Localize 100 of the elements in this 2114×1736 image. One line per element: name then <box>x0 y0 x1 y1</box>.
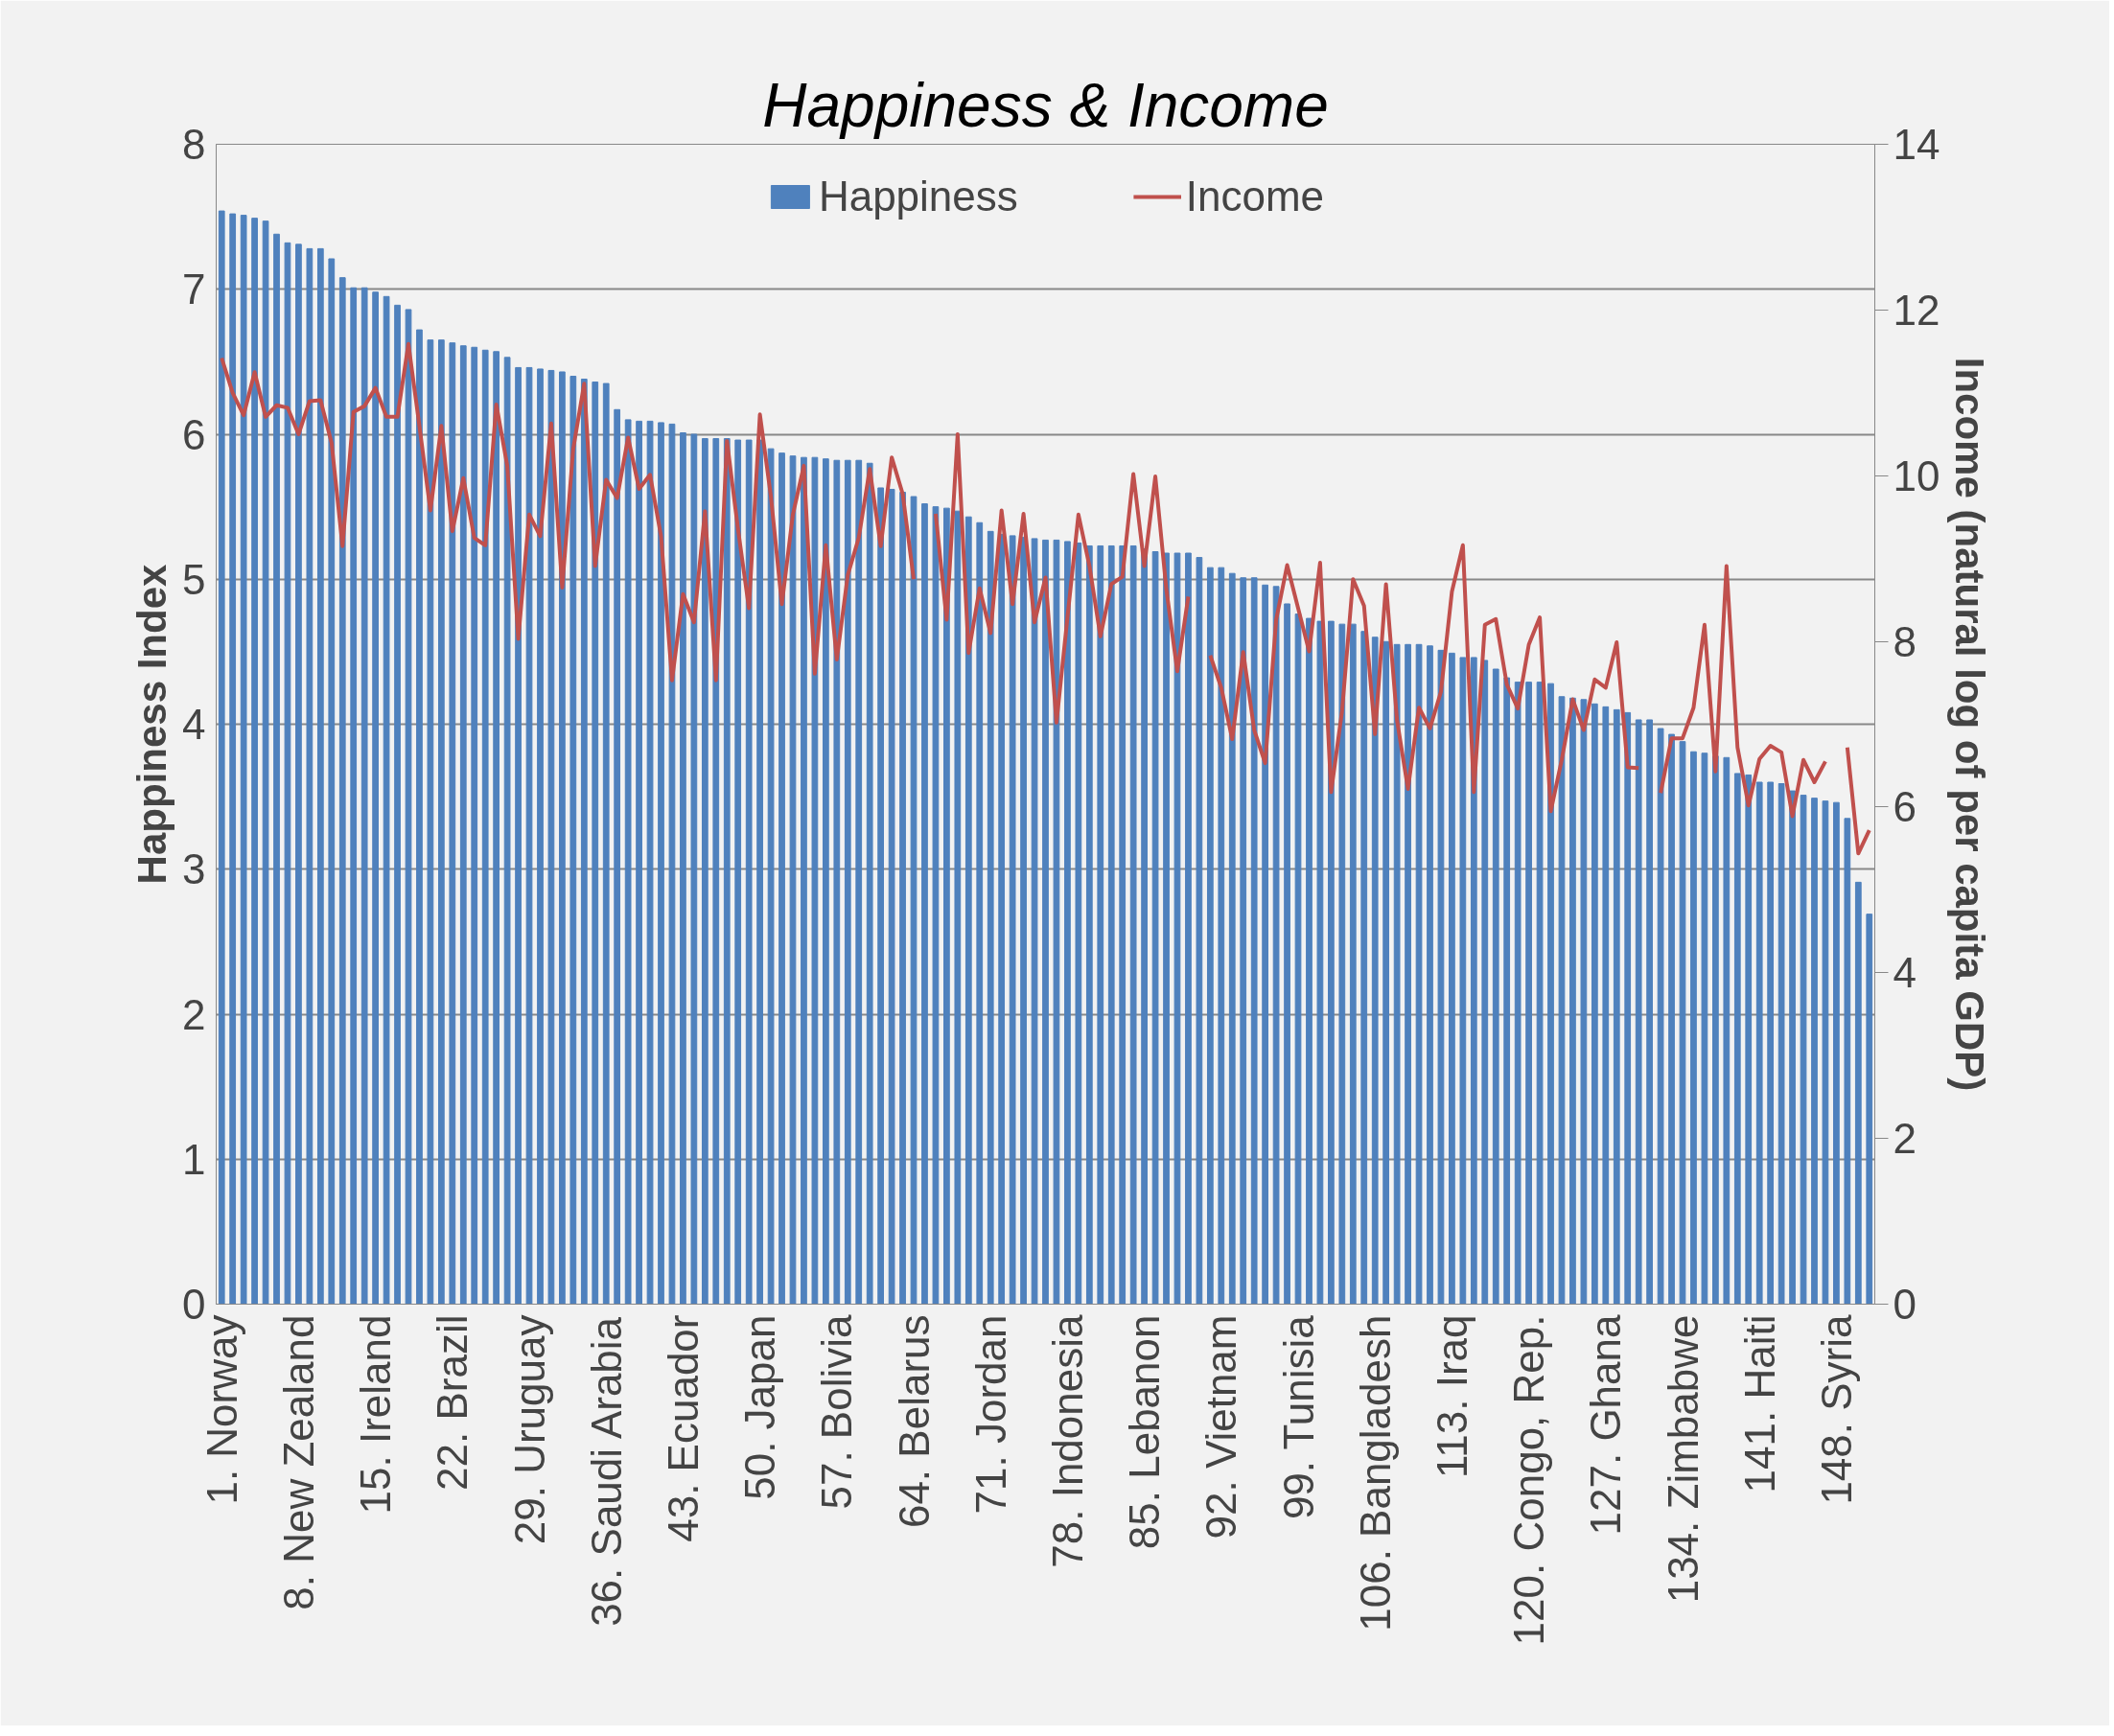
bar <box>910 496 918 1305</box>
bar <box>899 492 906 1305</box>
bar <box>1272 586 1280 1305</box>
bar <box>1294 613 1302 1305</box>
bar <box>350 287 358 1305</box>
bar <box>964 516 972 1305</box>
y-tick-label: 2 <box>182 990 206 1038</box>
bar <box>383 295 390 1305</box>
bar <box>1415 643 1423 1305</box>
bar <box>646 420 654 1305</box>
bar <box>1206 567 1214 1305</box>
x-tick-label: 148. Syria <box>1812 1313 1860 1505</box>
bar <box>218 210 225 1305</box>
bar <box>360 287 368 1305</box>
bar <box>537 368 544 1305</box>
bar <box>1800 795 1807 1305</box>
bar <box>1767 781 1775 1305</box>
bar <box>1690 751 1697 1305</box>
y2-tick-label: 8 <box>1893 617 1917 665</box>
x-tick-label: 106. Bangladesh <box>1351 1314 1399 1632</box>
bar <box>987 530 994 1305</box>
bar <box>701 438 709 1305</box>
bar <box>888 488 895 1305</box>
bar <box>1481 660 1489 1305</box>
bar <box>1646 719 1653 1305</box>
bar <box>1009 535 1016 1305</box>
bar <box>1349 623 1357 1305</box>
x-tick-label: 15. Ireland <box>352 1314 400 1515</box>
x-tick-label: 92. Vietnam <box>1197 1314 1245 1539</box>
x-tick-label: 127. Ghana <box>1582 1313 1630 1536</box>
bar <box>1306 617 1313 1305</box>
bar <box>559 371 566 1305</box>
bar <box>668 423 676 1305</box>
bar <box>240 215 247 1305</box>
bar <box>459 345 467 1305</box>
x-tick-label: 36. Saudi Arabia <box>582 1316 630 1627</box>
bar <box>624 419 632 1305</box>
bar <box>1316 620 1324 1305</box>
bar <box>1854 881 1862 1305</box>
bar <box>1097 544 1104 1305</box>
bar <box>547 369 555 1305</box>
bar <box>481 349 489 1305</box>
bar <box>1679 741 1686 1305</box>
bar <box>592 382 599 1305</box>
bar <box>1382 640 1390 1305</box>
bar <box>262 220 269 1305</box>
bar <box>954 510 962 1305</box>
y-tick-label: 3 <box>182 845 206 893</box>
bar <box>1723 756 1731 1305</box>
bar <box>1580 699 1588 1305</box>
x-tick-label: 113. Iraq <box>1428 1314 1475 1478</box>
bar <box>976 521 984 1305</box>
bar <box>394 304 401 1305</box>
bar <box>1338 623 1346 1305</box>
y2-tick-label: 14 <box>1893 121 1940 168</box>
bar <box>1536 682 1544 1305</box>
bar <box>1459 657 1467 1305</box>
bar <box>1635 719 1642 1305</box>
bar <box>1668 733 1675 1305</box>
bar <box>1745 774 1753 1305</box>
bar <box>1360 631 1368 1305</box>
bar <box>1328 620 1335 1305</box>
x-tick-label: 85. Lebanon <box>1121 1314 1169 1550</box>
bar <box>1701 752 1708 1305</box>
bar <box>811 456 819 1305</box>
x-tick-label: 134. Zimbabwe <box>1659 1314 1707 1604</box>
bar <box>1602 706 1610 1305</box>
bar <box>515 366 522 1305</box>
bar <box>801 456 807 1305</box>
bar <box>1250 577 1258 1305</box>
bar <box>1449 652 1455 1305</box>
y2-tick-label: 12 <box>1893 286 1940 334</box>
bar <box>1844 818 1851 1305</box>
bar <box>251 218 258 1305</box>
y2-tick-label: 10 <box>1893 451 1940 499</box>
bar <box>1371 637 1379 1305</box>
y2-tick-label: 6 <box>1893 783 1917 831</box>
bar <box>449 342 456 1305</box>
x-tick-label: 99. Tunisia <box>1274 1314 1322 1520</box>
bar <box>338 277 346 1305</box>
bar <box>229 213 237 1305</box>
bar <box>316 247 324 1305</box>
legend-label: Income <box>1185 173 1325 220</box>
bar <box>569 376 577 1305</box>
bar <box>1657 728 1664 1305</box>
y-tick-label: 5 <box>182 555 206 603</box>
bar <box>471 346 478 1305</box>
bar <box>690 433 698 1305</box>
bar <box>745 439 753 1305</box>
y-tick-label: 8 <box>182 121 206 168</box>
y2-tick-label: 2 <box>1893 1115 1917 1163</box>
bar <box>1811 798 1818 1305</box>
bar <box>1427 645 1433 1305</box>
x-tick-label: 141. Haiti <box>1735 1314 1783 1493</box>
bar <box>1755 781 1763 1305</box>
bar <box>866 462 873 1305</box>
bar <box>1613 708 1620 1305</box>
x-tick-label: 64. Belarus <box>890 1314 938 1529</box>
bar <box>372 291 379 1305</box>
bar <box>1031 538 1038 1305</box>
